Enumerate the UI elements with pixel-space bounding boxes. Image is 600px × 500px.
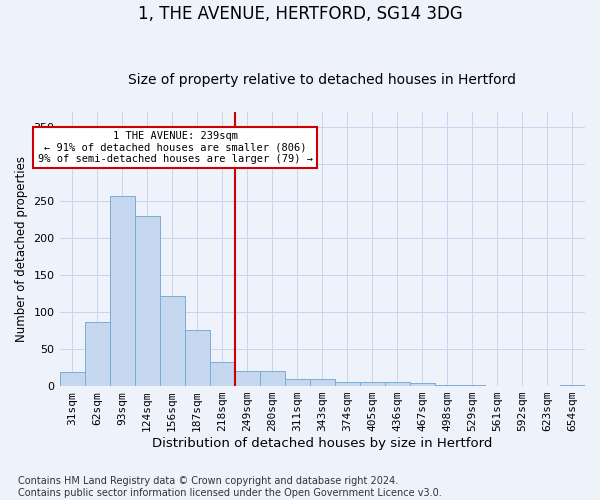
Text: 1, THE AVENUE, HERTFORD, SG14 3DG: 1, THE AVENUE, HERTFORD, SG14 3DG xyxy=(137,5,463,23)
Y-axis label: Number of detached properties: Number of detached properties xyxy=(15,156,28,342)
Text: 1 THE AVENUE: 239sqm
← 91% of detached houses are smaller (806)
9% of semi-detac: 1 THE AVENUE: 239sqm ← 91% of detached h… xyxy=(38,131,313,164)
Bar xyxy=(360,382,385,386)
Bar xyxy=(59,372,85,386)
Bar xyxy=(160,296,185,386)
Bar xyxy=(235,372,260,386)
Bar xyxy=(560,384,585,386)
X-axis label: Distribution of detached houses by size in Hertford: Distribution of detached houses by size … xyxy=(152,437,493,450)
Bar xyxy=(185,330,209,386)
Bar xyxy=(410,383,435,386)
Bar xyxy=(134,216,160,386)
Text: Contains HM Land Registry data © Crown copyright and database right 2024.
Contai: Contains HM Land Registry data © Crown c… xyxy=(18,476,442,498)
Bar xyxy=(335,382,360,386)
Bar xyxy=(209,362,235,386)
Bar xyxy=(285,378,310,386)
Bar xyxy=(110,196,134,386)
Title: Size of property relative to detached houses in Hertford: Size of property relative to detached ho… xyxy=(128,73,516,87)
Bar xyxy=(310,380,335,386)
Bar xyxy=(385,382,410,386)
Bar xyxy=(435,384,460,386)
Bar xyxy=(85,322,110,386)
Bar xyxy=(260,372,285,386)
